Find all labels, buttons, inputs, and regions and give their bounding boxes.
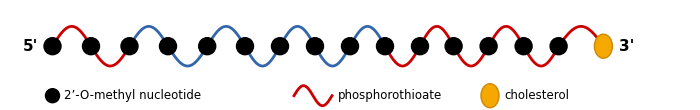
- Circle shape: [342, 38, 358, 55]
- Circle shape: [83, 38, 99, 55]
- Circle shape: [445, 38, 462, 55]
- Text: phosphorothioate: phosphorothioate: [338, 89, 442, 102]
- Text: 5': 5': [23, 39, 38, 54]
- Circle shape: [121, 38, 138, 55]
- Circle shape: [272, 38, 288, 55]
- Circle shape: [480, 38, 497, 55]
- Circle shape: [412, 38, 428, 55]
- Ellipse shape: [481, 84, 499, 108]
- Circle shape: [307, 38, 323, 55]
- Text: 3': 3': [620, 39, 635, 54]
- Circle shape: [237, 38, 253, 55]
- Circle shape: [199, 38, 216, 55]
- Circle shape: [46, 89, 60, 103]
- Circle shape: [44, 38, 61, 55]
- Text: 2’-O-methyl nucleotide: 2’-O-methyl nucleotide: [64, 89, 201, 102]
- Text: cholesterol: cholesterol: [504, 89, 569, 102]
- Circle shape: [377, 38, 393, 55]
- Ellipse shape: [594, 34, 612, 58]
- Circle shape: [515, 38, 532, 55]
- Circle shape: [550, 38, 567, 55]
- Circle shape: [160, 38, 176, 55]
